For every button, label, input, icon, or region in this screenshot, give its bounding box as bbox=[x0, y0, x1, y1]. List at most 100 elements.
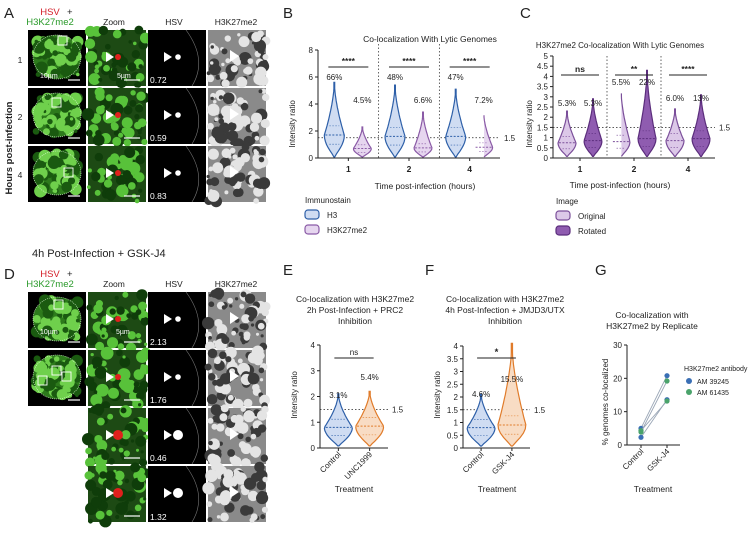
panel-d-nucleus-image-spot bbox=[45, 377, 55, 387]
panel-d-zoom-image-spot bbox=[86, 304, 93, 311]
panel-d-h3k27me2-image-spot bbox=[247, 490, 259, 502]
panel-a-zoom-image-spot bbox=[95, 105, 105, 115]
panel-a-zoom-image-spot bbox=[104, 43, 111, 50]
panel-a-h3k27me2-image-spot bbox=[251, 116, 257, 122]
chart-b-legend-swatch-h3 bbox=[304, 209, 320, 220]
panel-d-zoom-image-spot bbox=[124, 478, 130, 484]
chart-e-subtitle2: Inhibition bbox=[338, 316, 372, 326]
panel-a-h3k27me2-image-spot bbox=[230, 65, 238, 73]
chart-c-x-tick-label: 2 bbox=[632, 164, 637, 174]
chart-e-xlabel: Treatment bbox=[335, 484, 374, 494]
chart-g: Co-localization with H3K27me2 by Replica… bbox=[601, 310, 748, 494]
chart-c-y-tick-label: 4.5 bbox=[537, 62, 549, 71]
panel-a-nucleus-image-spot bbox=[76, 72, 80, 77]
panel-d-h3k27me2-image-spot bbox=[220, 404, 229, 413]
chart-c-legend-swatch-original bbox=[555, 210, 571, 221]
panel-a-header-h3k27me2: H3K27me2 bbox=[215, 17, 258, 27]
panel-d-zoom-image-spot bbox=[140, 317, 150, 326]
panel-d-hsv-image-hsv-signal bbox=[175, 316, 181, 322]
panel-a-nucleus-image-spot bbox=[50, 181, 59, 190]
panel-d-h3k27me2-image-spot bbox=[234, 297, 239, 301]
panel-d-h3k27me2-image-arrowhead bbox=[230, 428, 239, 440]
panel-d-zoom-image-spot bbox=[140, 364, 145, 369]
panel-d-zoom-image-spot bbox=[94, 366, 108, 379]
panel-a-zoom-image-spot bbox=[94, 152, 104, 162]
panel-d-hsv-image-edge bbox=[185, 465, 199, 523]
panel-d-h3k27me2-image-spot bbox=[238, 331, 244, 337]
panel-a-zoom-image-spot bbox=[98, 25, 109, 36]
panel-a-h3k27me2-image-spot bbox=[207, 103, 220, 116]
panel-d-h3k27me2-image-spot bbox=[211, 463, 219, 471]
panel-a-zoom-image-spot bbox=[137, 130, 142, 135]
chart-f-y-tick-label: 1 bbox=[454, 419, 459, 428]
panel-d-zoom-image-spot bbox=[96, 417, 105, 426]
panel-d-h3k27me2-image-spot bbox=[234, 470, 241, 476]
chart-c-y-tick-label: 2.5 bbox=[537, 103, 549, 112]
panel-d-nucleus-image-spot bbox=[32, 315, 41, 323]
chart-g-ylabel: % genomes co-localized bbox=[601, 359, 610, 446]
panel-d-h3k27me2-image-spot bbox=[210, 404, 222, 416]
panel-d-h3k27me2-image-spot bbox=[227, 449, 236, 457]
chart-c-threshold-label: 1.5 bbox=[719, 123, 731, 132]
chart-b-percent-label: 48% bbox=[387, 73, 403, 82]
panel-a-zoom-image-spot bbox=[123, 139, 132, 147]
panel-a-h3k27me2-image-spot bbox=[215, 74, 221, 80]
panel-a-nucleus-image-roi-box bbox=[57, 35, 68, 46]
panel-d-h3k27me2-image-spot bbox=[227, 394, 234, 401]
panel-a-h3k27me2-image-spot bbox=[206, 174, 210, 179]
panel-d-h3k27me2-image-spot bbox=[217, 475, 222, 480]
chart-f-significance-label: * bbox=[495, 347, 499, 358]
panel-a-row-label-2: 2 bbox=[18, 112, 23, 122]
panel-d-zoom-image-spot bbox=[132, 398, 144, 410]
panel-a-zoom-image-spot bbox=[138, 188, 143, 193]
chart-b-violin-h3 bbox=[445, 88, 467, 158]
panel-d-nucleus-image-spot bbox=[71, 296, 84, 309]
panel-d-heading: 4h Post-Infection + GSK-J4 bbox=[32, 248, 166, 260]
chart-g-plot: 0 10 20 30 Control GSK-J4 bbox=[613, 341, 680, 473]
panel-a-nucleus-image-spot bbox=[69, 64, 80, 76]
panel-d-h3k27me2-image-spot bbox=[223, 469, 234, 480]
panel-d-zoom-image-spot bbox=[137, 403, 142, 407]
panel-a-h3k27me2-image-spot bbox=[251, 41, 256, 45]
panel-a-nucleus-image-roi-box bbox=[63, 167, 74, 178]
chart-e-y-tick-label: 4 bbox=[311, 341, 316, 350]
panel-a-zoom-image-spot bbox=[134, 198, 140, 204]
panel-d-h3k27me2-image-spot bbox=[237, 433, 244, 440]
panel-d-zoom-image-spot bbox=[101, 334, 105, 338]
chart-e-violin-unc1999 bbox=[355, 390, 385, 447]
chart-g-replicate-line bbox=[640, 400, 668, 431]
panel-d-zoom-image-spot bbox=[92, 403, 105, 416]
panel-d-zoom-image-spot bbox=[117, 479, 123, 486]
panel-a-nucleus-image-spot bbox=[71, 41, 82, 53]
panel-d-zoom-image-spot bbox=[85, 333, 98, 346]
panel-a-zoom-image-hsv-spot bbox=[115, 112, 121, 118]
chart-f-x-tick-label: Control bbox=[461, 450, 486, 475]
panel-d-h3k27me2-image-spot bbox=[256, 480, 266, 491]
panel-a-h3k27me2-image-spot bbox=[258, 156, 265, 163]
chart-b-violin-h3 bbox=[323, 81, 345, 158]
panel-a-h3k27me2-image-spot bbox=[258, 89, 263, 94]
chart-e-plot: 0 1 2 3 4 1.5 3.1% Control 5.4% UNC1999 ns bbox=[311, 341, 404, 481]
chart-c-violin-original bbox=[620, 93, 631, 157]
panel-a-h3k27me2-image-spot bbox=[213, 99, 217, 104]
panel-d-zoom-image-spot bbox=[122, 355, 126, 359]
panel-a-h3k27me2-image-spot bbox=[238, 36, 250, 48]
panel-a-zoom-image-spot bbox=[118, 95, 129, 106]
panel-d-zoom-image-spot bbox=[105, 470, 116, 481]
panel-a-h3k27me2-image-spot bbox=[208, 166, 214, 172]
chart-b-xlabel: Time post-infection (hours) bbox=[375, 181, 476, 191]
panel-d-hsv-image-arrowhead bbox=[164, 430, 172, 440]
panel-a-zoom-image-spot bbox=[85, 129, 93, 137]
panel-d-zoom-image-spot bbox=[93, 303, 103, 314]
panel-d-h3k27me2-image-spot bbox=[221, 335, 230, 345]
panel-d-nucleus-image-spot bbox=[48, 304, 55, 311]
chart-g-title2: H3K27me2 by Replicate bbox=[606, 321, 698, 331]
panel-d-h3k27me2-image-arrowhead bbox=[230, 370, 239, 382]
panel-d-nucleus-image-spot bbox=[56, 389, 68, 401]
panel-a-h3k27me2-image-spot bbox=[259, 135, 270, 146]
panel-d-zoom-image-spot bbox=[139, 458, 148, 467]
panel-a-zoom-image-arrowhead bbox=[106, 52, 114, 62]
panel-d-h3k27me2-image-spot bbox=[240, 443, 252, 455]
